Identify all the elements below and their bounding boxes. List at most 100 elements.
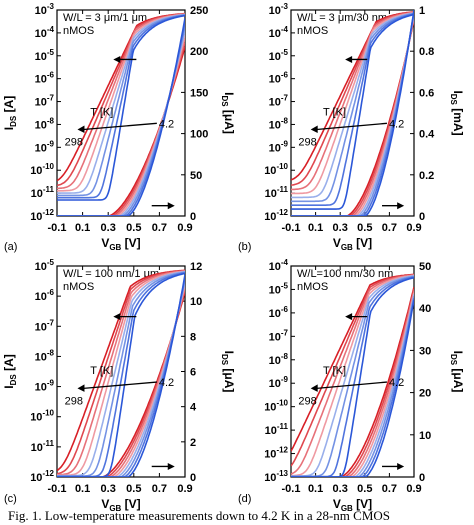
y-right-tick-label: 0.6 [419, 87, 434, 99]
temperature-arrow [83, 381, 157, 390]
linear-curve [291, 11, 414, 216]
linear-axis-arrowhead [397, 462, 405, 470]
linear-axis-arrowhead [397, 202, 405, 210]
temperature-arrowhead [310, 384, 318, 392]
linear-curve [57, 274, 185, 477]
y-left-tick-label: 10-7 [35, 318, 55, 333]
log-curve [57, 14, 185, 199]
panel-label: (d) [238, 493, 251, 505]
y-left-tick-label: 10-4 [269, 25, 289, 40]
y-right-tick-label: 0 [419, 472, 425, 484]
linear-curve [291, 288, 414, 477]
x-tick-label: -0.1 [282, 222, 301, 234]
x-tick-label: 0.3 [101, 483, 116, 495]
y-left-tick-label: 10-8 [269, 352, 289, 367]
temperature-cold-label: 4.2 [159, 118, 174, 130]
temperature-warm-label: 298 [298, 136, 316, 148]
x-tick-label: -0.1 [48, 483, 67, 495]
temperature-arrowhead [77, 384, 85, 392]
y-right-tick-label: 4 [190, 402, 197, 414]
temperature-axis-label: T [K] [323, 365, 346, 377]
x-axis-label: VGB [V] [333, 497, 372, 513]
x-tick-label: 0.3 [101, 222, 116, 234]
device-type-label: nMOS [63, 281, 94, 293]
panel-label: (b) [238, 241, 251, 253]
log-curve [291, 274, 414, 477]
y-left-tick-label: 10-6 [269, 71, 289, 86]
y-left-tick-label: 10-12 [30, 469, 54, 484]
y-right-axis-label: IDS [μA] [220, 351, 236, 393]
y-right-tick-label: 150 [190, 87, 208, 99]
y-left-tick-label: 10-9 [35, 139, 55, 154]
linear-curve [57, 277, 185, 477]
device-size-label: W/L = 3 μm/30 nm [297, 12, 387, 24]
y-right-tick-label: 6 [190, 367, 196, 379]
log-curve [57, 14, 185, 201]
device-size-label: W/L=100 nm/30 nm [297, 268, 393, 280]
y-left-tick-label: 10-7 [269, 94, 289, 109]
y-left-tick-label: 10-12 [264, 208, 288, 223]
device-size-label: W/L = 3 μm/1 μm [63, 12, 147, 24]
y-left-tick-label: 10-11 [265, 185, 289, 200]
y-right-tick-label: 100 [190, 129, 208, 141]
y-left-tick-label: 10-6 [269, 305, 289, 320]
x-tick-label: 0.5 [126, 483, 141, 495]
x-tick-label: 0.9 [177, 222, 192, 234]
y-right-tick-label: 0 [190, 472, 196, 484]
chart-panel-4: -0.1 0.1 0.3 0.5 0.7 0.9 10-13 10-12 10-11 10-10 1… [238, 258, 465, 513]
y-left-tick-label: 10-11 [31, 439, 55, 454]
curve-group [291, 10, 414, 216]
log-axis-arrowhead [345, 55, 353, 63]
y-right-axis-label: IDS [μA] [220, 92, 236, 134]
y-left-tick-label: 10-13 [264, 469, 288, 484]
y-left-tick-label: 10-5 [269, 281, 289, 296]
y-right-tick-label: 12 [190, 261, 202, 273]
y-right-tick-label: 1 [419, 5, 425, 17]
x-tick-label: 0.1 [75, 483, 90, 495]
temperature-cold-label: 4.2 [389, 377, 404, 389]
linear-curve [291, 297, 414, 477]
y-right-tick-label: 8 [190, 331, 196, 343]
temperature-arrow [83, 122, 157, 131]
y-left-tick-label: 10-11 [31, 185, 55, 200]
linear-curve [291, 286, 414, 477]
y-left-tick-label: 10-12 [30, 208, 54, 223]
y-right-tick-label: 2 [190, 437, 196, 449]
log-curve [291, 12, 414, 199]
log-curve [291, 12, 414, 203]
temperature-arrow [316, 122, 387, 131]
log-curve [57, 13, 185, 194]
x-axis-label: VGB [V] [101, 497, 140, 513]
device-size-label: W/L = 100 nm/1 μm [63, 268, 159, 280]
log-curve [291, 13, 414, 206]
curve-group [57, 12, 185, 216]
linear-axis-arrowhead [167, 462, 175, 470]
y-left-tick-label: 10-8 [269, 116, 289, 131]
device-type-label: nMOS [297, 281, 328, 293]
x-tick-label: 0.1 [308, 222, 323, 234]
y-right-tick-label: 10 [190, 296, 202, 308]
chart-panel-3: -0.1 0.1 0.3 0.5 0.7 0.9 10-12 10-11 10-10 10-9 10… [2, 258, 236, 513]
y-right-axis-label: IDS [mA] [449, 90, 465, 135]
y-right-tick-label: 30 [419, 345, 431, 357]
panel-label: (a) [4, 241, 17, 253]
y-left-tick-label: 10-3 [269, 2, 289, 17]
y-right-tick-label: 10 [419, 430, 431, 442]
y-right-tick-label: 50 [419, 261, 431, 273]
y-left-tick-label: 10-3 [35, 2, 55, 17]
y-left-tick-label: 10-7 [35, 94, 55, 109]
log-curve [57, 12, 185, 182]
panel-label: (c) [4, 493, 17, 505]
y-right-tick-label: 0 [419, 211, 425, 223]
x-tick-label: -0.1 [48, 222, 67, 234]
temperature-warm-label: 298 [298, 395, 316, 407]
y-left-tick-label: 10-11 [265, 422, 289, 437]
log-curve [291, 13, 414, 210]
linear-curve [291, 10, 414, 216]
curve-group [57, 269, 185, 477]
temperature-axis-label: T [K] [90, 106, 113, 118]
x-tick-label: 0.7 [382, 483, 397, 495]
y-left-tick-label: 10-6 [35, 71, 55, 86]
y-left-tick-label: 10-9 [269, 139, 289, 154]
linear-curve [291, 299, 414, 477]
